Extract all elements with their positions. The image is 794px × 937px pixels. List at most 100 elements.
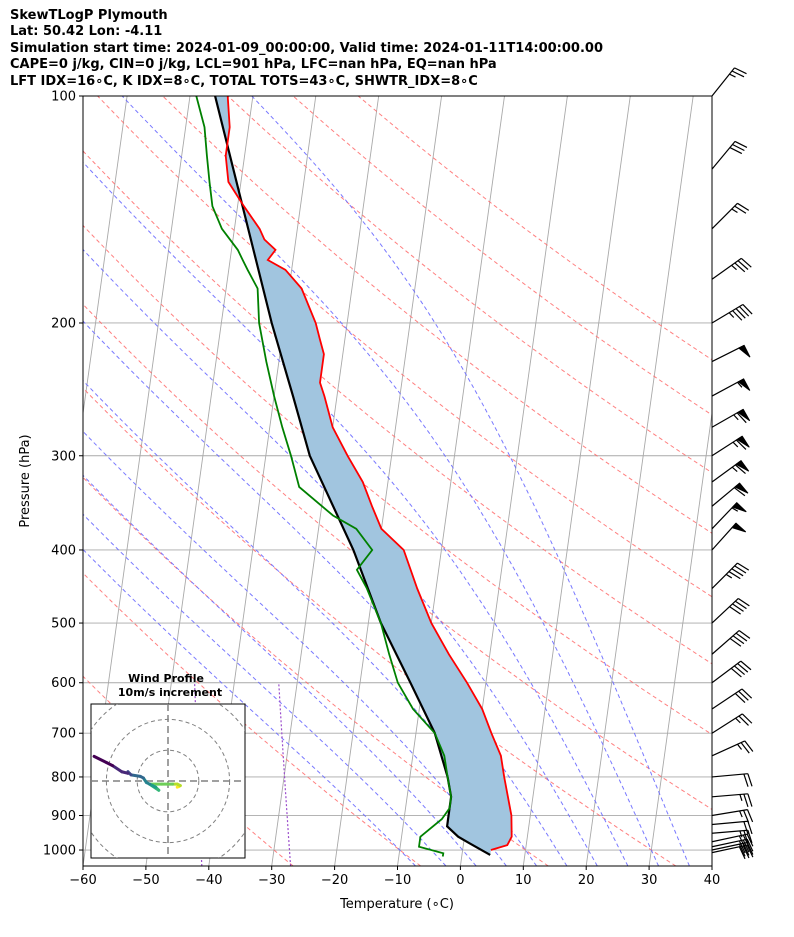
isotherm <box>522 96 631 866</box>
wind-barb-full <box>729 147 743 155</box>
wind-barb-half <box>739 810 743 818</box>
wind-barb <box>711 344 751 363</box>
indices-line: LFT IDX=16∘C, K IDX=8∘C, TOTAL TOTS=43∘C… <box>10 73 478 89</box>
isotherm <box>0 96 1 866</box>
dewpoint-line <box>195 96 453 857</box>
wind-barb-full <box>728 571 741 580</box>
cape-cin-fill <box>215 96 512 855</box>
wind-barb-full <box>742 845 750 859</box>
wind-barb-full <box>738 715 749 726</box>
time-line: Simulation start time: 2024-01-09_00:00:… <box>10 40 603 56</box>
y-tick-label: 500 <box>51 617 76 632</box>
moist-adiabat <box>251 96 690 866</box>
wind-barb <box>711 522 747 551</box>
y-tick-label: 700 <box>51 727 76 742</box>
wind-barb-shaft <box>711 820 748 826</box>
y-tick-label: 800 <box>51 770 76 785</box>
wind-barb-full <box>746 809 754 823</box>
wind-barb-full <box>735 600 747 610</box>
wind-barb-full <box>738 835 746 849</box>
x-tick-label: 0 <box>456 873 464 888</box>
wind-barb-full <box>734 205 747 214</box>
x-tick-label: −60 <box>69 873 96 888</box>
wind-barb-full <box>735 464 746 475</box>
wind-barb-full <box>739 306 750 317</box>
wind-barb-full <box>746 833 754 847</box>
wind-barb-shaft <box>711 67 735 97</box>
wind-barb <box>711 378 751 397</box>
wind-barb-full <box>747 821 753 835</box>
isotherm <box>334 96 443 866</box>
y-tick-label: 1000 <box>43 844 76 859</box>
moist-adiabat <box>83 161 629 866</box>
sounding-lines <box>195 96 513 857</box>
stability-line: CAPE=0 j/kg, CIN=0 j/kg, LCL=901 hPa, LF… <box>10 57 497 73</box>
wind-barb-shaft <box>711 303 744 324</box>
wind-barb-full <box>737 562 750 571</box>
wind-barb <box>711 435 750 457</box>
wind-barb-full <box>733 487 746 497</box>
isotherm <box>83 96 128 417</box>
wind-barb <box>711 793 753 808</box>
wind-barb-full <box>734 262 746 273</box>
axes: −60 −50 −40 −30 −20 −10 0 10 20 30 40 100 200 300 400 5… <box>43 90 720 889</box>
wind-barbs <box>711 67 754 860</box>
y-tick-label: 400 <box>51 543 76 558</box>
dry-adiabat <box>162 96 712 534</box>
wind-barb <box>711 502 747 530</box>
moist-adiabat <box>121 96 660 866</box>
wind-barb-full <box>738 840 746 854</box>
moist-adiabat <box>83 513 447 866</box>
wind-barb-half <box>729 73 736 78</box>
wind-barb-full <box>736 412 747 424</box>
wind-barb <box>711 482 749 507</box>
x-tick-label: 40 <box>704 873 721 888</box>
wind-barb-full <box>738 843 746 857</box>
wind-barb-full <box>732 310 743 321</box>
dry-adiabat <box>83 572 422 866</box>
background-lines <box>0 96 712 866</box>
wind-barb-flag <box>737 408 751 422</box>
wind-barb-full <box>732 603 744 612</box>
wind-barb-full <box>738 690 749 701</box>
wind-barb-shaft <box>711 598 739 624</box>
wind-barb-shaft <box>711 809 748 817</box>
wind-barb-full <box>734 140 748 148</box>
dry-adiabat <box>83 387 677 866</box>
wind-barb <box>711 562 750 589</box>
wind-barb <box>711 460 750 483</box>
wind-barb-full <box>729 606 741 615</box>
wind-barb-full <box>742 304 753 315</box>
wind-barb-full <box>741 713 753 724</box>
wind-barb-flag <box>731 502 747 513</box>
wind-barb <box>711 597 750 624</box>
wind-barb-half <box>732 441 739 448</box>
wind-barb-full <box>737 663 749 673</box>
wind-barb-full <box>743 810 750 823</box>
location-line: Lat: 50.42 Lon: -4.11 <box>10 24 163 40</box>
x-tick-label: −20 <box>321 873 348 888</box>
wind-barb-flag <box>737 344 751 358</box>
wind-barb-shaft <box>711 202 738 230</box>
wind-barb-full <box>737 202 750 211</box>
hodograph-title: Wind Profile <box>128 672 204 685</box>
isotherm <box>648 410 712 866</box>
wind-barb-half <box>731 466 738 473</box>
wind-barb-full <box>734 565 747 574</box>
x-tick-label: −30 <box>258 873 285 888</box>
wind-barb-half <box>731 208 738 214</box>
isotherm <box>585 96 694 866</box>
wind-barb <box>711 829 753 844</box>
moist-adiabat <box>83 320 568 866</box>
x-tick-label: −10 <box>384 873 411 888</box>
wind-barb-full <box>742 834 750 848</box>
wind-barb-shaft <box>711 257 742 280</box>
x-axis-label: Temperature (∘C) <box>339 897 454 912</box>
wind-barb-shaft <box>711 829 748 834</box>
wind-barb-half <box>737 743 743 750</box>
wind-barb <box>711 713 753 734</box>
hodograph-subtitle: 10m/s increment <box>118 686 222 699</box>
dry-adiabat <box>227 96 712 474</box>
wind-barb-full <box>740 660 752 671</box>
y-tick-label: 200 <box>51 316 76 331</box>
